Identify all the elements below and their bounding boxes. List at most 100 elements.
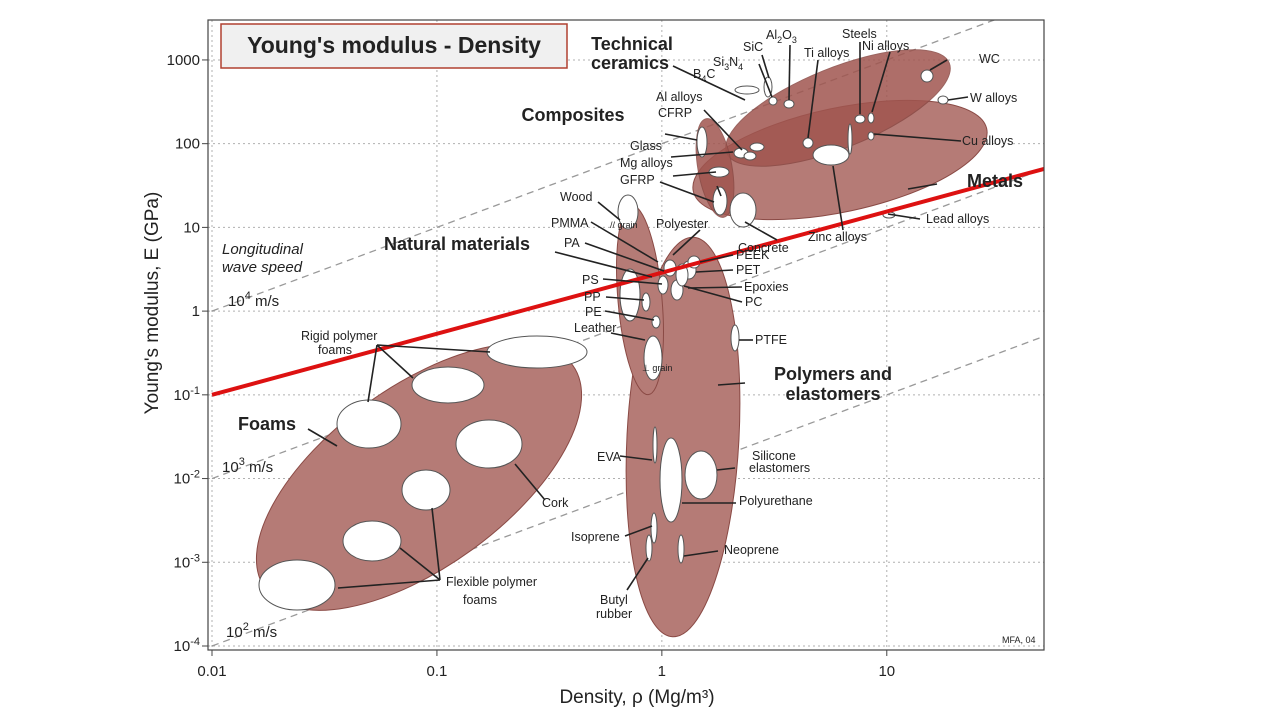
bubble-wood-parallel bbox=[617, 194, 639, 230]
bubble-leather bbox=[643, 335, 663, 381]
label-polyester: Polyester bbox=[656, 217, 708, 231]
label-steels: Steels bbox=[842, 27, 877, 41]
bubble-cfrp bbox=[696, 126, 708, 158]
y-tick-label-2: 10-2 bbox=[174, 469, 200, 488]
bubble-ni bbox=[867, 112, 875, 124]
label-ptfe: PTFE bbox=[755, 333, 787, 347]
label-ni-alloys: Ni alloys bbox=[862, 39, 909, 53]
material-bubbles bbox=[258, 69, 949, 611]
x-tick-label-3: 10 bbox=[878, 663, 895, 680]
bubble-wc bbox=[920, 69, 934, 83]
label-wc: WC bbox=[979, 52, 1000, 66]
plot-frame bbox=[207, 19, 1045, 651]
x-tick-label-1: 0.1 bbox=[426, 663, 447, 680]
label-isoprene: Isoprene bbox=[571, 530, 620, 544]
title-box bbox=[220, 23, 568, 69]
label-eva: EVA bbox=[597, 450, 622, 464]
guide-line-0 bbox=[211, 20, 996, 312]
bubble-flexible-foam-3 bbox=[401, 469, 451, 511]
label-pa: PA bbox=[564, 236, 580, 250]
x-axis-ticks: 0.01 0.1 1 10 bbox=[197, 650, 895, 680]
y-tick-label-7: 1000 bbox=[167, 52, 200, 69]
label-b4c: B4C bbox=[693, 67, 715, 84]
guide-heading-2: wave speed bbox=[222, 259, 303, 276]
bubble-neoprene bbox=[677, 534, 685, 564]
label-ti-alloys: Ti alloys bbox=[804, 46, 849, 60]
label-neoprene: Neoprene bbox=[724, 543, 779, 557]
label-silicone-1: Silicone bbox=[752, 449, 796, 463]
label-rigid-1: Rigid polymer bbox=[301, 329, 377, 343]
bubble-wood-perp bbox=[619, 268, 641, 322]
guide-heading-1: Longitudinal bbox=[222, 241, 304, 258]
credit-label: MFA, 04 bbox=[1002, 635, 1036, 645]
bubble-cu bbox=[867, 131, 875, 141]
label-concrete: Concrete bbox=[738, 241, 789, 255]
label-mg-alloys: Mg alloys bbox=[620, 156, 673, 170]
label-glass: Glass bbox=[630, 139, 662, 153]
family-label-composites: Composites bbox=[521, 105, 624, 125]
bubble-cork bbox=[455, 419, 523, 469]
bubble-si3n4 bbox=[768, 96, 778, 106]
y-tick-label-4: 1 bbox=[192, 303, 200, 320]
bubble-ti bbox=[802, 137, 814, 149]
label-peek: PEEK bbox=[736, 248, 770, 262]
label-al2o3: Al2O3 bbox=[766, 28, 797, 45]
label-zinc-alloys: Zinc alloys bbox=[808, 230, 867, 244]
leader-lines bbox=[307, 42, 969, 591]
x-tick-label-0: 0.01 bbox=[197, 663, 226, 680]
guide-label-10e4: 104 m/s bbox=[228, 290, 279, 310]
label-silicone-2: elastomers bbox=[749, 461, 810, 475]
label-pmma: PMMA bbox=[551, 216, 589, 230]
family-label-polymers-2: elastomers bbox=[785, 384, 880, 404]
bubble-b4c bbox=[734, 85, 760, 95]
bubble-concrete bbox=[729, 192, 757, 228]
guide-label-10e2: 102 m/s bbox=[226, 621, 277, 641]
chart-title: Young's modulus - Density bbox=[247, 32, 541, 58]
family-label-technical-ceramics-1: Technical bbox=[591, 34, 673, 54]
family-label-technical-ceramics-2: ceramics bbox=[591, 53, 669, 73]
label-cork: Cork bbox=[542, 496, 569, 510]
material-labels: Al2O3 SiC Si3N4 B4C Steels Ni alloys Ti … bbox=[301, 27, 1036, 645]
label-flex-2: foams bbox=[463, 593, 497, 607]
label-butyl-2: rubber bbox=[596, 607, 632, 621]
y-axis-ticks: 10-4 10-3 10-2 10-1 1 10 100 1000 bbox=[167, 52, 208, 655]
bubble-ps bbox=[657, 275, 669, 295]
label-pe: PE bbox=[585, 305, 602, 319]
y-tick-label-3: 10-1 bbox=[174, 385, 200, 404]
x-axis-label: Density, ρ (Mg/m³) bbox=[559, 687, 714, 708]
family-label-polymers-1: Polymers and bbox=[774, 364, 892, 384]
y-axis-label: Young's modulus, E (GPa) bbox=[142, 192, 163, 415]
y-tick-label-0: 10-4 bbox=[174, 636, 200, 655]
bubble-rigid-foam-2 bbox=[411, 366, 485, 404]
bubble-butyl bbox=[645, 534, 653, 562]
family-label-metals: Metals bbox=[967, 171, 1023, 191]
y-tick-label-6: 100 bbox=[175, 136, 200, 153]
bubble-ptfe bbox=[730, 324, 740, 352]
label-sic: SiC bbox=[743, 40, 763, 54]
bubble-al bbox=[749, 142, 765, 152]
label-si3n4: Si3N4 bbox=[713, 55, 743, 72]
bubble-polyurethane bbox=[659, 437, 683, 523]
label-ps: PS bbox=[582, 273, 599, 287]
bubble-zinc bbox=[812, 144, 850, 166]
bubble-rigid-foam-3 bbox=[486, 335, 588, 369]
bubble-steel bbox=[854, 114, 866, 124]
label-pc: PC bbox=[745, 295, 762, 309]
label-butyl-1: Butyl bbox=[600, 593, 628, 607]
label-cu-alloys: Cu alloys bbox=[962, 134, 1013, 148]
bubble-flexible-foam-2 bbox=[342, 520, 402, 562]
guide-label-10e3: 103 m/s bbox=[222, 456, 273, 476]
label-lead-alloys: Lead alloys bbox=[926, 212, 989, 226]
family-label-natural: Natural materials bbox=[384, 234, 530, 254]
label-epoxies: Epoxies bbox=[744, 280, 788, 294]
label-pet: PET bbox=[736, 263, 761, 277]
family-label-foams: Foams bbox=[238, 414, 296, 434]
bubble-flexible-foam-1 bbox=[258, 559, 336, 611]
label-polyurethane: Polyurethane bbox=[739, 494, 813, 508]
x-tick-label-2: 1 bbox=[658, 663, 666, 680]
label-pp: PP bbox=[584, 290, 601, 304]
label-cfrp: CFRP bbox=[658, 106, 692, 120]
label-leather: Leather bbox=[574, 321, 616, 335]
y-tick-label-5: 10 bbox=[183, 219, 200, 236]
